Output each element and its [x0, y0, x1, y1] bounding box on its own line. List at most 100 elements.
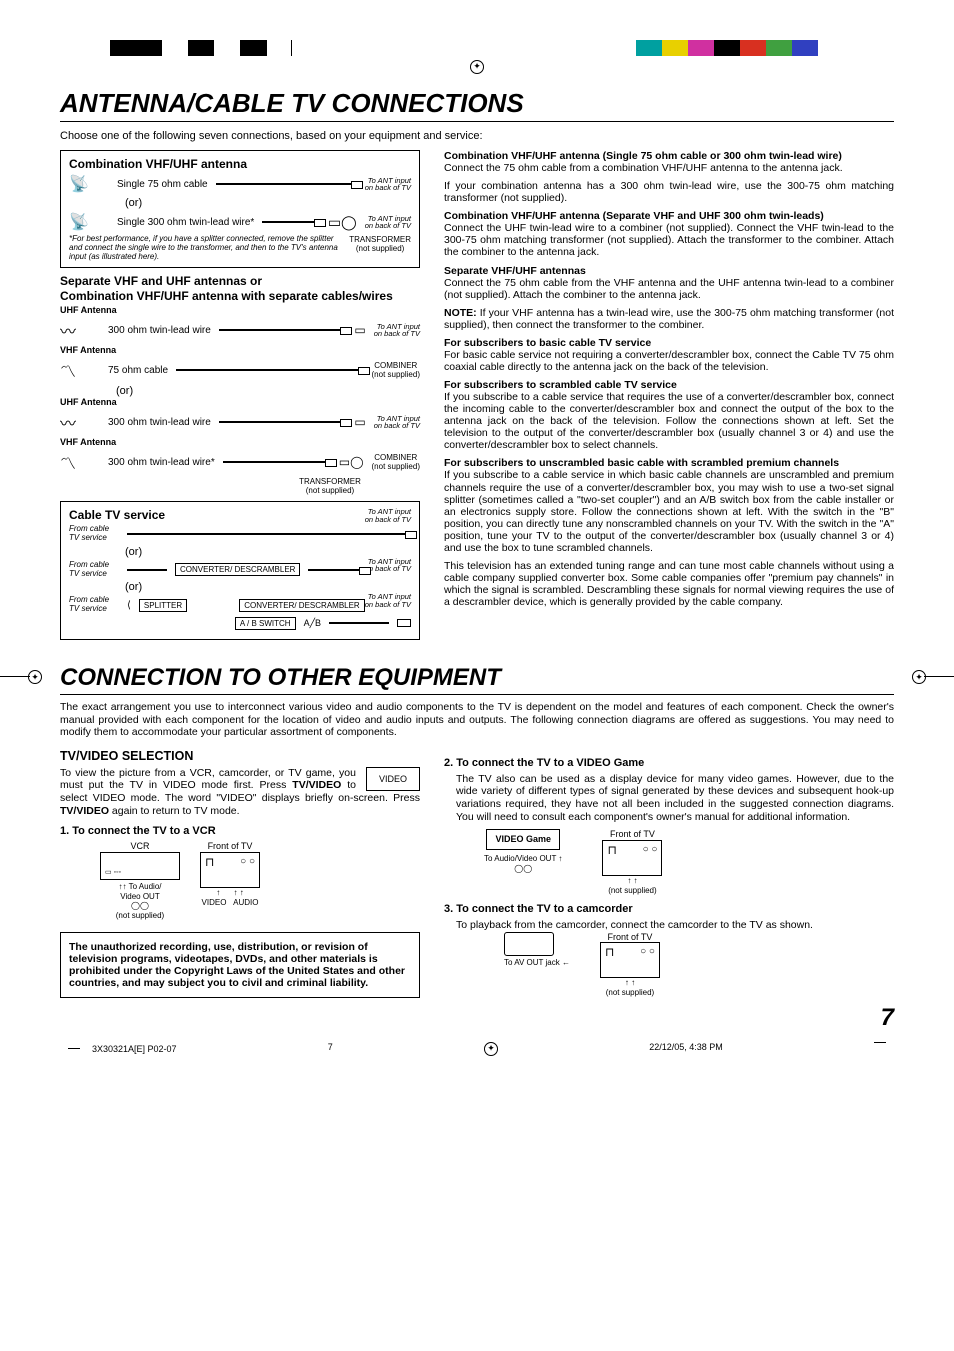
note-label: NOTE:: [444, 307, 477, 319]
vhf-antenna-icon: 〽: [60, 358, 100, 382]
transformer-label: TRANSFORMER (not supplied): [349, 235, 411, 261]
connection-left-col: TV/VIDEO SELECTION VIDEO To view the pic…: [60, 749, 420, 1032]
uhf-label: UHF Antenna: [60, 397, 420, 407]
tv-jack-panel: [600, 942, 660, 978]
audio-jack-label: AUDIO: [233, 898, 258, 907]
conn1-title: 1. To connect the TV to a VCR: [60, 825, 420, 837]
footer-doc-id: 3X30321A[E] P02-07: [92, 1044, 177, 1054]
conn3-body: To playback from the camcorder, connect …: [444, 919, 894, 932]
right-h3: Separate VHF/UHF antennas: [444, 265, 894, 277]
tv-jack-panel: [602, 840, 662, 876]
right-h2: Combination VHF/UHF antenna (Separate VH…: [444, 210, 894, 222]
right-h6: For subscribers to unscrambled basic cab…: [444, 457, 894, 469]
ab-switch-box: A / B SWITCH: [235, 617, 296, 630]
video-game-box: VIDEO Game: [486, 829, 560, 850]
right-h1: Combination VHF/UHF antenna (Single 75 o…: [444, 150, 894, 162]
instructions-column: Combination VHF/UHF antenna (Single 75 o…: [444, 150, 894, 646]
right-p5: If you subscribe to a cable service that…: [444, 391, 894, 451]
tv-jack-panel: [200, 852, 260, 888]
combiner-label: COMBINER (not supplied): [372, 453, 420, 471]
or-label: (or): [69, 581, 411, 593]
intro2: The exact arrangement you use to interco…: [60, 701, 894, 739]
ant-input-label: To ANT input on back of TV: [365, 558, 411, 573]
cable-box-title: Cable TV service: [69, 508, 165, 522]
right-p6: If you subscribe to a cable service in w…: [444, 469, 894, 553]
separate-heading: Separate VHF and UHF antennas or Combina…: [60, 274, 420, 303]
converter-box: CONVERTER/ DESCRAMBLER: [239, 599, 364, 612]
plug-icon: [397, 619, 411, 627]
conn2-title: 2. To connect the TV to a VIDEO Game: [444, 757, 894, 769]
diagrams-column: Combination VHF/UHF antenna 📡 Single 75 …: [60, 150, 420, 646]
from-cable-label: From cable TV service: [69, 596, 119, 614]
tvvideo-button-ref: TV/VIDEO: [292, 779, 341, 791]
uhf-antenna-icon: 〰: [60, 318, 100, 342]
video-osd-box: VIDEO: [366, 767, 420, 791]
to-av-label: To AV OUT jack: [504, 958, 560, 967]
video-jack-label: VIDEO: [202, 898, 227, 907]
right-p1b: If your combination antenna has a 300 oh…: [444, 180, 894, 204]
right-p7: This television has an extended tuning r…: [444, 560, 894, 608]
conn3-title: 3. To connect the TV to a camcorder: [444, 903, 894, 915]
right-h4: For subscribers to basic cable TV servic…: [444, 337, 894, 349]
ant-input-label: To ANT input on back of TV: [365, 593, 411, 608]
from-cable-label: From cable TV service: [69, 561, 119, 579]
box-cable-tv: Cable TV service To ANT input on back of…: [60, 501, 420, 640]
cable-label: 75 ohm cable: [108, 365, 168, 376]
camcorder-icon: [504, 932, 554, 956]
front-tv-label: Front of TV: [602, 829, 662, 840]
front-tv-label: Front of TV: [600, 932, 660, 943]
ant-input-label: To ANT input on back of TV: [374, 415, 420, 430]
vhf-label: VHF Antenna: [60, 345, 420, 355]
or-label: (or): [69, 197, 411, 209]
cable-label: 300 ohm twin-lead wire: [108, 417, 211, 428]
cable-label: Single 300 ohm twin-lead wire*: [117, 217, 254, 228]
note-text: If your VHF antenna has a twin-lead wire…: [444, 307, 894, 331]
section-title-antenna: ANTENNA/CABLE TV CONNECTIONS: [60, 88, 894, 122]
vcr-label: VCR: [100, 841, 180, 852]
transformer-icon: ▭◯: [328, 214, 357, 231]
page-content: ANTENNA/CABLE TV CONNECTIONS Choose one …: [0, 0, 954, 1076]
to-audio-label: To Audio/ Video OUT: [120, 882, 161, 901]
right-note: NOTE: If your VHF antenna has a twin-lea…: [444, 307, 894, 331]
camcorder-diagram: To AV OUT jack ← Front of TV ↑ ↑ (not su…: [444, 932, 894, 998]
box-combination-antenna: Combination VHF/UHF antenna 📡 Single 75 …: [60, 150, 420, 268]
combiner-icon: ▭: [354, 323, 365, 337]
conn2-body: The TV also can be used as a display dev…: [444, 773, 894, 823]
vhf-antenna-icon: 〽: [60, 450, 100, 474]
tvvideo-body-3: again to return to TV mode.: [109, 805, 240, 817]
registration-mark-bottom: ✦: [484, 1042, 498, 1056]
ant-input-label: To ANT input on back of TV: [365, 508, 411, 523]
box1-title: Combination VHF/UHF antenna: [69, 157, 411, 171]
right-p1: Connect the 75 ohm cable from a combinat…: [444, 162, 894, 174]
not-supplied: (not supplied): [600, 988, 660, 998]
intro-text: Choose one of the following seven connec…: [60, 130, 894, 142]
vhf-label: VHF Antenna: [60, 437, 420, 447]
splitter-box: SPLITTER: [139, 599, 187, 612]
section-title-connection: CONNECTION TO OTHER EQUIPMENT: [60, 664, 894, 695]
tvvideo-button-ref: TV/VIDEO: [60, 805, 109, 817]
cable-label: 300 ohm twin-lead wire: [108, 325, 211, 336]
footer-page: 7: [328, 1042, 333, 1056]
transformer-label: TRANSFORMER (not supplied): [240, 477, 420, 495]
combiner-icon: ▭: [354, 415, 365, 429]
front-tv-label: Front of TV: [200, 841, 260, 852]
not-supplied: (not supplied): [100, 911, 180, 921]
right-h5: For subscribers to scrambled cable TV se…: [444, 379, 894, 391]
combiner-label: COMBINER (not supplied): [372, 361, 420, 379]
converter-box: CONVERTER/ DESCRAMBLER: [175, 563, 300, 576]
footer-bar: 3X30321A[E] P02-07 7 ✦ 22/12/05, 4:38 PM: [60, 1042, 894, 1056]
from-cable-label: From cable TV service: [69, 525, 119, 543]
vcr-diagram: VCR ▭ ◦◦◦ ↑↑ To Audio/ Video OUT ◯◯ (not…: [60, 841, 420, 920]
uhf-label: UHF Antenna: [60, 305, 420, 315]
or-label: (or): [69, 546, 411, 558]
antenna-icon: 📡: [69, 174, 109, 194]
right-p2: Connect the UHF twin-lead wire to a comb…: [444, 222, 894, 258]
tvvideo-title: TV/VIDEO SELECTION: [60, 749, 420, 763]
footer-timestamp: 22/12/05, 4:38 PM: [649, 1042, 723, 1056]
page-number: 7: [444, 1004, 894, 1032]
copyright-warning-box: The unauthorized recording, use, distrib…: [60, 932, 420, 998]
game-diagram: VIDEO Game To Audio/Video OUT ↑ ◯◯ Front…: [444, 829, 894, 895]
transformer-icon: ▭◯: [339, 455, 364, 469]
cable-label: Single 75 ohm cable: [117, 179, 208, 190]
right-p3: Connect the 75 ohm cable from the VHF an…: [444, 277, 894, 301]
